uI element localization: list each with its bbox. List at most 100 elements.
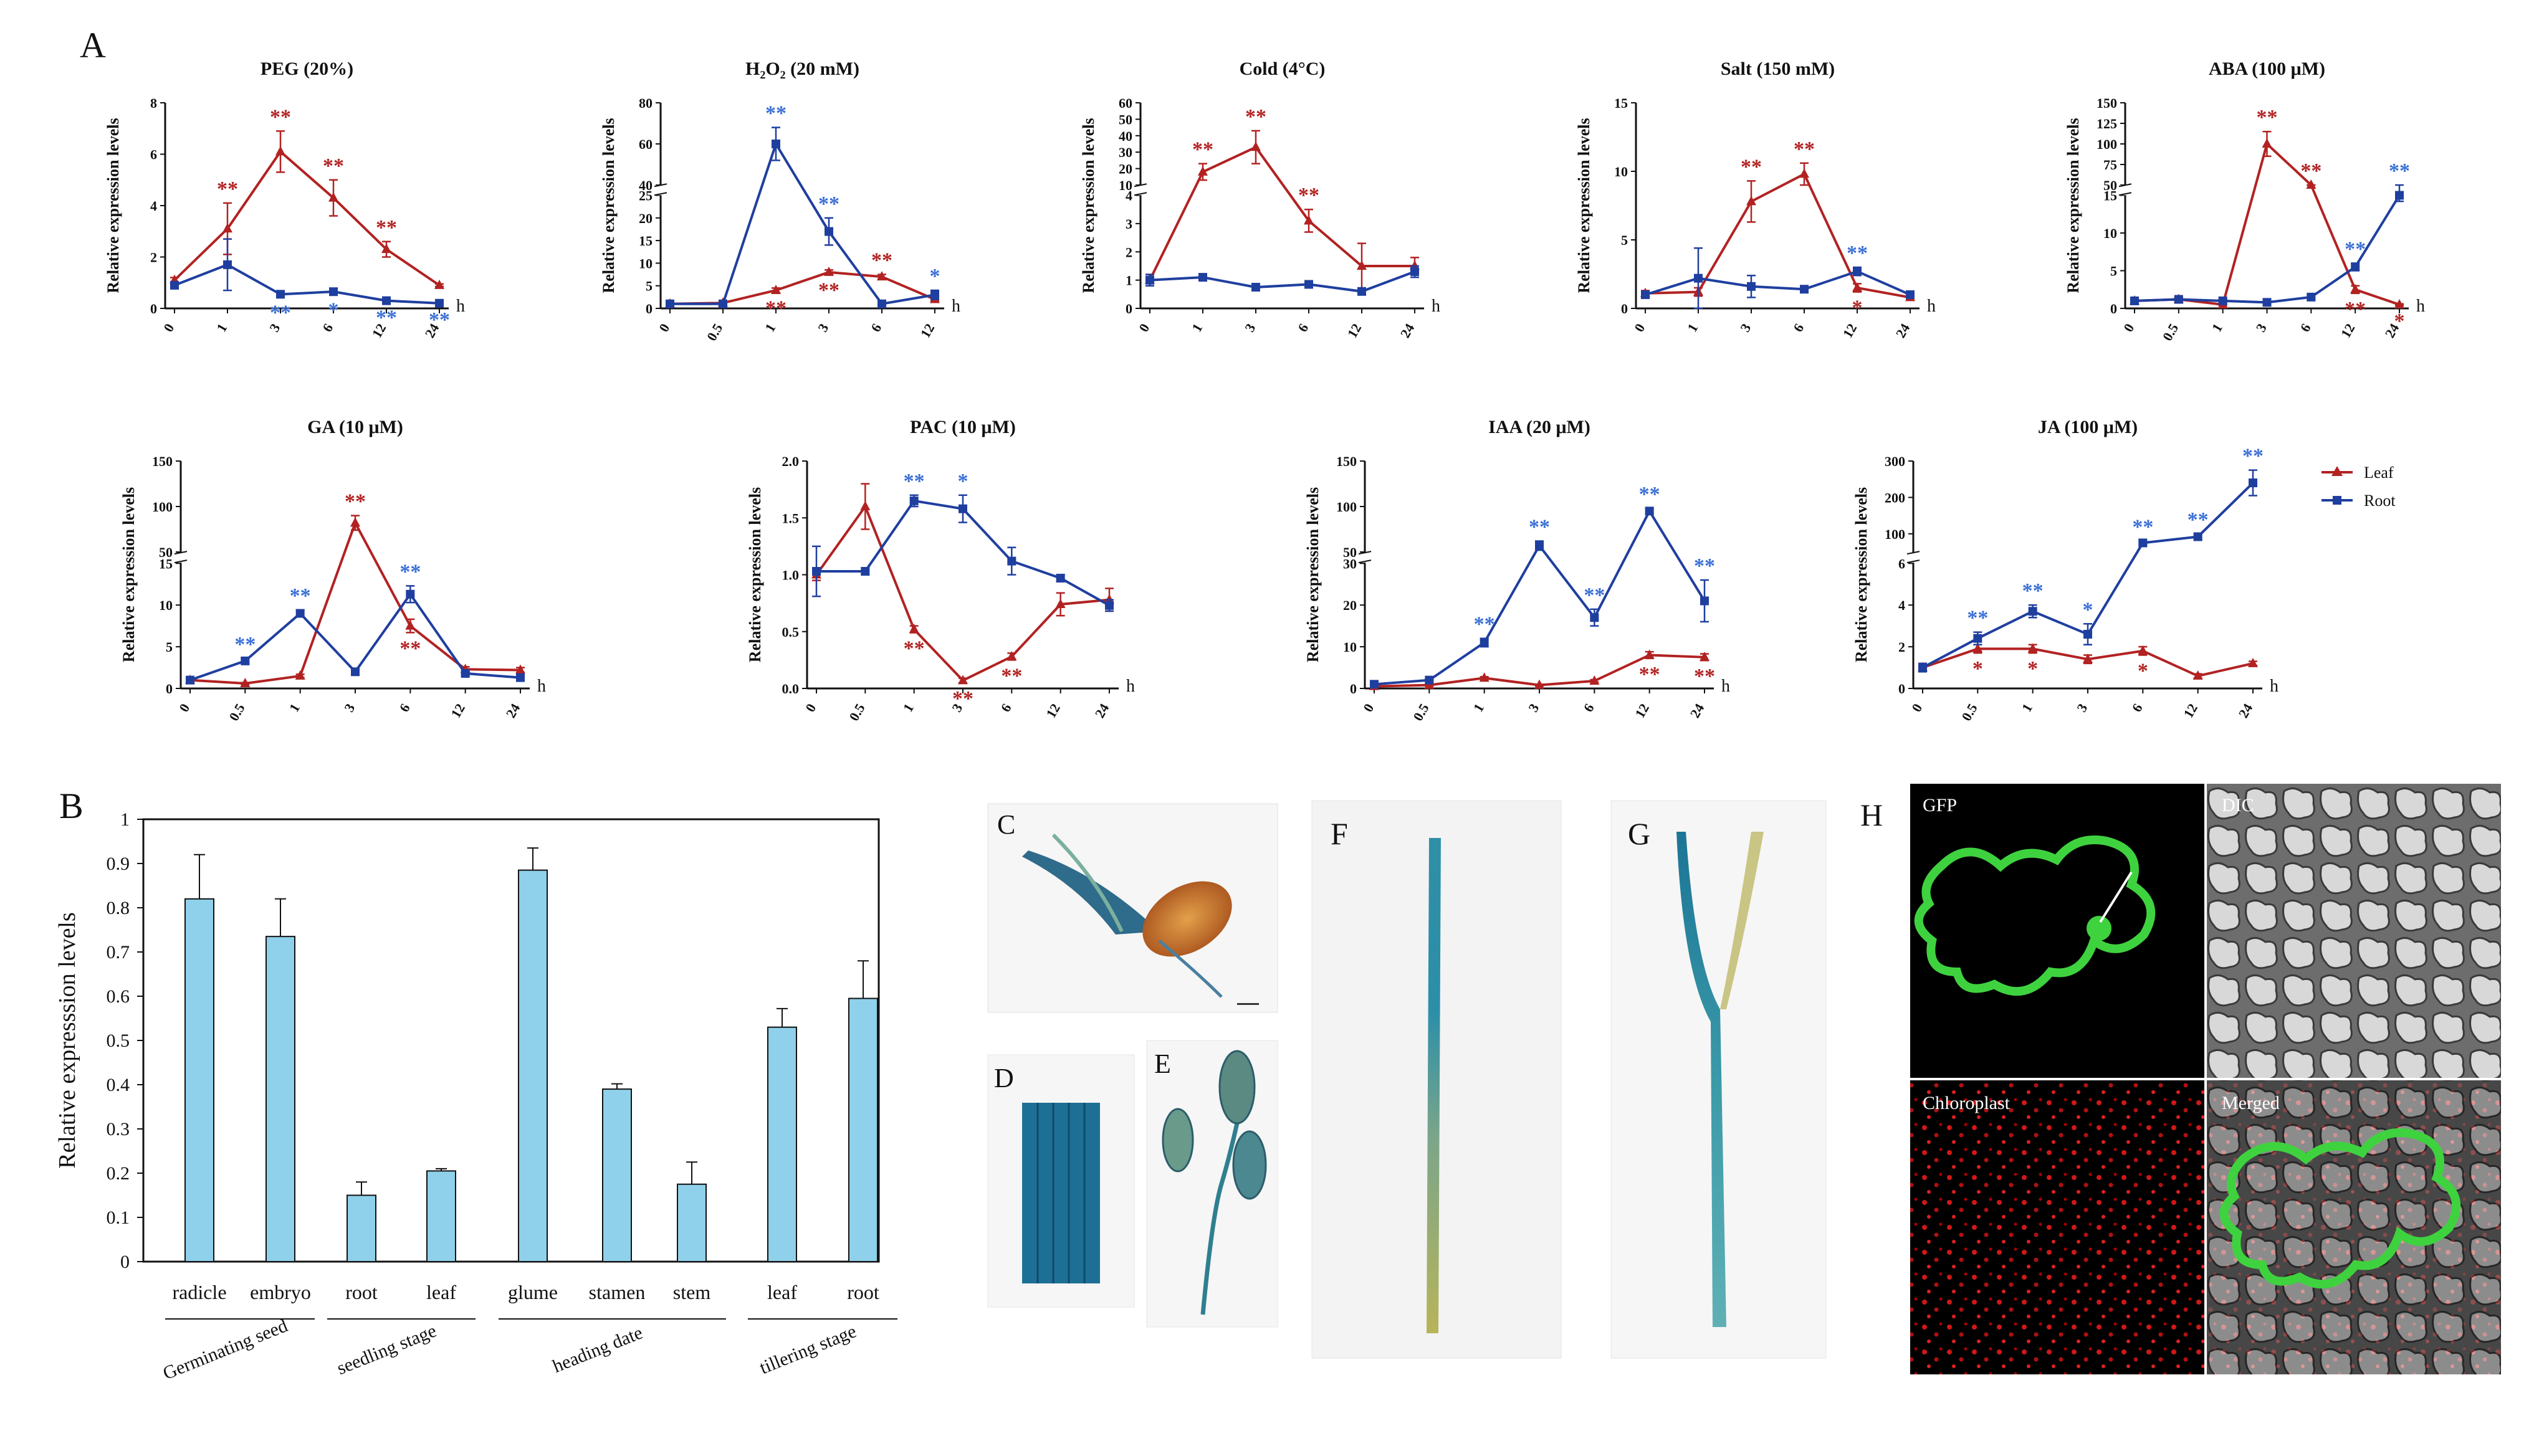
x-tick-label: 3 bbox=[1241, 321, 1258, 335]
data-point-leaf bbox=[1589, 675, 1600, 685]
data-point-root bbox=[1694, 274, 1703, 283]
significance-label: ** bbox=[765, 297, 787, 320]
y-tick-label: 0.1 bbox=[107, 1207, 130, 1228]
axis-break-mark bbox=[2118, 183, 2132, 188]
x-tick-label: 3 bbox=[1525, 701, 1542, 715]
legend-leaf-label: Leaf bbox=[2364, 464, 2394, 482]
x-tick-label: 0.5 bbox=[2159, 321, 2181, 343]
category-label: radicle bbox=[172, 1281, 226, 1303]
data-point-leaf bbox=[434, 279, 444, 289]
data-point-root bbox=[909, 496, 919, 505]
data-point-root bbox=[2138, 538, 2148, 548]
x-tick-label: 3 bbox=[1737, 321, 1754, 335]
y-tick-label: 80 bbox=[639, 95, 653, 111]
data-point-root bbox=[461, 669, 470, 678]
series-line-leaf bbox=[669, 270, 935, 305]
y-tick-label: 1 bbox=[1126, 273, 1132, 288]
x-unit-label: h bbox=[537, 677, 546, 696]
y-tick-label: 0.7 bbox=[107, 942, 130, 963]
bar-chart-plot: 0 0.1 0.2 0.3 0.4 0.5 0.6 0.7 0.8 0.9 1 Relative ex… bbox=[54, 809, 897, 1384]
bar bbox=[426, 1170, 456, 1263]
y-tick-label: 150 bbox=[1336, 454, 1357, 469]
data-point-leaf bbox=[350, 517, 360, 527]
bar bbox=[848, 997, 878, 1262]
chart-title: PAC (10 μM) bbox=[910, 417, 1016, 437]
merged-label: Merged bbox=[2222, 1093, 2280, 1113]
data-point-root bbox=[435, 298, 444, 308]
data-point-root bbox=[1535, 541, 1544, 550]
category-label: leaf bbox=[767, 1281, 797, 1303]
data-point-root bbox=[877, 299, 886, 308]
y-tick-label: 0 bbox=[2110, 301, 2117, 316]
significance-label: ** bbox=[1639, 663, 1660, 686]
y-tick-label: 60 bbox=[639, 136, 653, 152]
x-tick-label: 24 bbox=[1092, 701, 1112, 721]
panel-d-image: D bbox=[987, 1054, 1135, 1308]
data-point-root bbox=[406, 589, 415, 599]
x-tick-label: 24 bbox=[503, 701, 524, 721]
legend: Leaf Root bbox=[2321, 464, 2396, 510]
x-tick-label: 0 bbox=[802, 701, 819, 715]
chart-title: JA (100 μM) bbox=[2038, 417, 2138, 437]
data-point-root bbox=[1641, 290, 1650, 299]
line-chart-6: GA (10 μM)Relative expression levels0510… bbox=[120, 417, 546, 723]
significance-label: ** bbox=[871, 249, 892, 272]
axis-break-mark bbox=[2118, 192, 2132, 196]
data-point-root bbox=[516, 673, 525, 682]
x-unit-label: h bbox=[1927, 297, 1936, 316]
data-point-leaf bbox=[2262, 138, 2272, 148]
significance-label: ** bbox=[345, 490, 366, 513]
category-label: root bbox=[847, 1281, 879, 1303]
data-point-root bbox=[351, 667, 360, 677]
significance-label: ** bbox=[2389, 159, 2410, 183]
bar bbox=[518, 869, 548, 1262]
significance-label: ** bbox=[399, 560, 421, 583]
data-point-leaf bbox=[1852, 282, 1862, 292]
y-axis-label: Relative expression levels bbox=[600, 118, 618, 293]
category-label: stamen bbox=[589, 1281, 646, 1303]
x-tick-label: 6 bbox=[2297, 321, 2314, 335]
data-point-root bbox=[1425, 675, 1434, 685]
significance-label: ** bbox=[1001, 664, 1022, 687]
data-point-leaf bbox=[1198, 166, 1208, 176]
x-tick-label: 0 bbox=[656, 321, 672, 335]
x-tick-label: 1 bbox=[2209, 321, 2226, 335]
significance-label: ** bbox=[1694, 554, 1715, 578]
x-unit-label: h bbox=[1432, 297, 1440, 316]
significance-label: ** bbox=[1245, 105, 1266, 128]
group-label: tillering stage bbox=[757, 1321, 859, 1378]
y-tick-label: 10 bbox=[1614, 164, 1628, 179]
leaf-g bbox=[1676, 832, 1726, 1327]
panel-label-h: H bbox=[1860, 797, 1883, 832]
y-tick-label: 3 bbox=[1126, 216, 1132, 232]
category-label: leaf bbox=[426, 1281, 456, 1303]
y-tick-label: 10 bbox=[1119, 178, 1132, 193]
y-tick-label: 6 bbox=[150, 147, 157, 163]
significance-label: ** bbox=[234, 633, 256, 656]
legend-leaf-marker bbox=[2331, 466, 2343, 476]
significance-label: ** bbox=[1794, 138, 1815, 161]
line-charts: PEG (20%)Relative expression levels02468… bbox=[104, 59, 2425, 723]
data-point-root bbox=[2218, 296, 2227, 305]
y-tick-label: 2 bbox=[1126, 244, 1132, 260]
data-point-root bbox=[1370, 680, 1379, 689]
x-tick-label: 1 bbox=[2019, 701, 2035, 715]
data-point-leaf bbox=[275, 146, 285, 156]
data-point-root bbox=[959, 504, 967, 513]
significance-label: ** bbox=[1694, 665, 1715, 688]
data-point-root bbox=[2307, 292, 2316, 302]
significance-label: ** bbox=[765, 102, 787, 125]
axis-break-mark bbox=[654, 192, 667, 196]
significance-label: ** bbox=[2188, 508, 2209, 531]
x-tick-label: 0 bbox=[1631, 321, 1648, 335]
x-tick-label: 1 bbox=[1188, 321, 1205, 335]
data-point-leaf bbox=[1700, 651, 1709, 661]
x-tick-label: 12 bbox=[1840, 321, 1860, 341]
data-point-root bbox=[2174, 295, 2183, 304]
significance-label: * bbox=[2394, 310, 2405, 333]
x-tick-label: 0 bbox=[1136, 321, 1152, 335]
x-tick-label: 3 bbox=[2253, 321, 2270, 335]
x-tick-label: 0.5 bbox=[846, 701, 868, 723]
y-tick-label: 15 bbox=[639, 233, 653, 249]
